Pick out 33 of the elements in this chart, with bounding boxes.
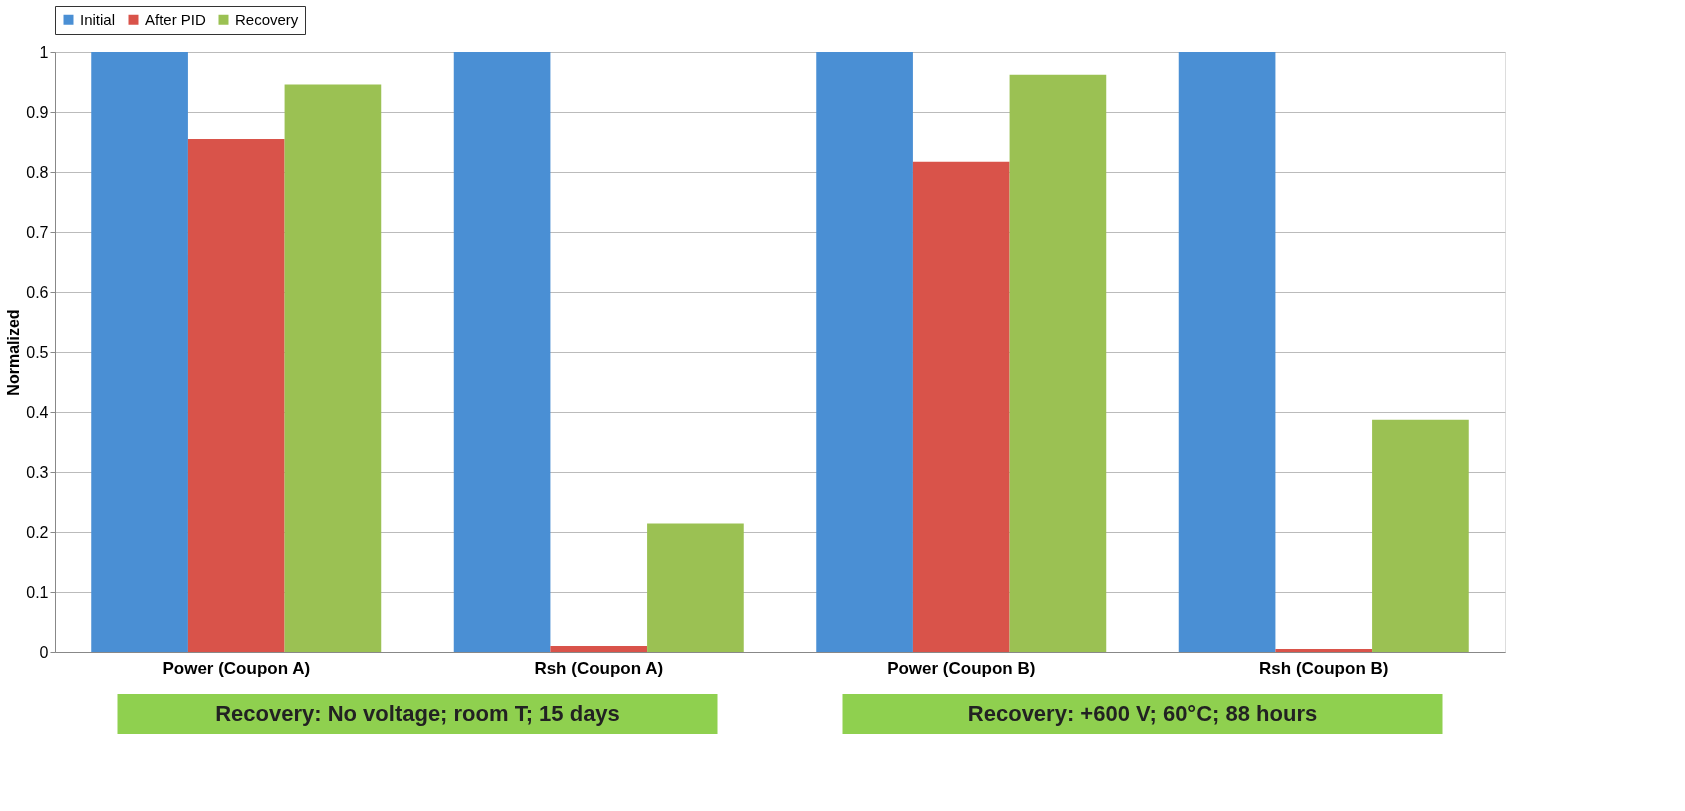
- bar: [647, 523, 744, 652]
- y-tick-label: 0.3: [26, 463, 49, 481]
- bar: [187, 139, 285, 652]
- y-tick-label: 0.4: [26, 403, 49, 421]
- bar: [550, 646, 648, 652]
- x-tick-label: Power (Coupon A): [162, 658, 311, 678]
- y-tick-label: 0.5: [26, 343, 49, 361]
- text: Recovery: No voltage; room T; 15 days: [215, 701, 620, 726]
- y-tick-label: 1: [39, 43, 49, 61]
- x-tick-label: Rsh (Coupon A): [534, 658, 664, 678]
- bar: [284, 84, 382, 652]
- bar: [453, 52, 551, 652]
- legend-label: Recovery: [235, 10, 299, 28]
- y-tick-label: 0.1: [26, 583, 49, 601]
- x-tick-label: Rsh (Coupon B): [1259, 658, 1389, 678]
- bar: [1372, 419, 1469, 652]
- bar: [912, 161, 1010, 652]
- bar: [1009, 74, 1107, 652]
- y-axis-title: Normalized: [5, 309, 23, 396]
- bar: [1275, 649, 1373, 652]
- bar: [816, 52, 913, 652]
- text: Recovery: +600 V; 60°C; 88 hours: [967, 701, 1318, 726]
- x-tick-label: Power (Coupon B): [887, 658, 1036, 678]
- bar: [1178, 52, 1276, 652]
- y-tick-label: 0.7: [26, 223, 49, 241]
- bar: [91, 52, 188, 652]
- y-tick-label: 0.2: [26, 523, 49, 541]
- y-tick-label: 0.8: [26, 163, 49, 181]
- y-tick-label: 0.9: [26, 103, 49, 121]
- y-tick-label: 0: [39, 643, 49, 661]
- y-tick-label: 0.6: [26, 283, 49, 301]
- legend-label: After PID: [145, 10, 207, 28]
- legend-label: Initial: [80, 10, 116, 28]
